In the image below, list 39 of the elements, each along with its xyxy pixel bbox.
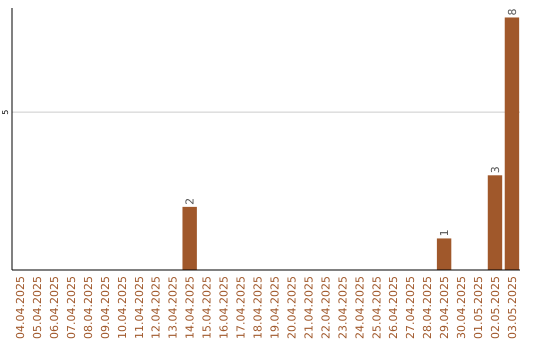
x-tick-label: 09.04.2025: [98, 276, 112, 339]
x-tick-label: 27.04.2025: [404, 276, 418, 339]
x-tick-label: 18.04.2025: [252, 276, 265, 339]
x-tick-label: 25.04.2025: [370, 276, 384, 339]
x-tick-label: 22.04.2025: [319, 276, 332, 339]
x-tick-label: 10.04.2025: [116, 276, 129, 339]
x-tick-label: 11.04.2025: [132, 276, 146, 339]
x-tick-label: 30.04.2025: [455, 276, 468, 339]
bar: [504, 17, 520, 270]
bar: [182, 206, 197, 270]
x-tick-label: 06.04.2025: [48, 276, 61, 339]
x-tick-label: 17.04.2025: [234, 276, 248, 339]
x-tick-label: 21.04.2025: [302, 276, 316, 339]
x-tick-label: 03.05.2025: [506, 276, 519, 339]
x-tick-label: 01.05.2025: [472, 276, 486, 339]
bar: [488, 175, 502, 270]
bar: [436, 238, 452, 270]
x-tick-label: 24.04.2025: [353, 276, 366, 339]
x-tick-label: 14.04.2025: [184, 276, 197, 339]
x-tick-label: 23.04.2025: [336, 276, 350, 339]
x-tick-label: 02.05.2025: [488, 276, 502, 339]
x-tick-label: 07.04.2025: [64, 276, 78, 339]
x-tick-label: 05.04.2025: [31, 276, 44, 339]
y-tick-label: 5: [1, 110, 10, 115]
x-tick-label: 28.04.2025: [421, 276, 434, 339]
x-tick-label: 04.04.2025: [14, 276, 28, 339]
x-tick-label: 29.04.2025: [438, 276, 452, 339]
x-tick-label: 19.04.2025: [268, 276, 282, 339]
data-label: 2: [184, 198, 197, 205]
x-tick-label: 13.04.2025: [166, 276, 180, 339]
x-tick-label: 15.04.2025: [200, 276, 214, 339]
data-label: 3: [488, 166, 502, 174]
data-label: 8: [506, 8, 519, 16]
x-tick-label: 08.04.2025: [82, 276, 95, 339]
x-tick-label: 16.04.2025: [218, 276, 231, 339]
data-label: 1: [438, 229, 452, 236]
x-tick-label: 12.04.2025: [150, 276, 163, 339]
x-tick-label: 26.04.2025: [387, 276, 400, 339]
x-tick-label: 20.04.2025: [285, 276, 298, 339]
